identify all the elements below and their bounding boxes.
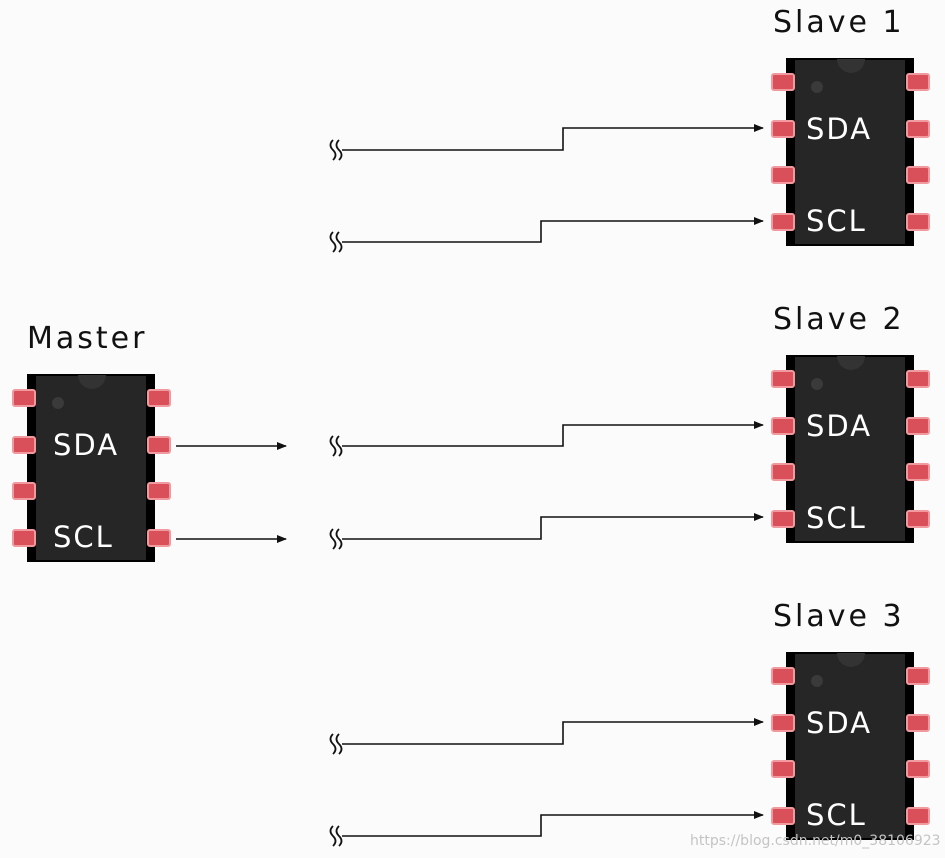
master-title: Master <box>27 321 147 356</box>
slave-2-sda-wire <box>342 421 764 447</box>
master-scl-label: SCL <box>53 520 114 554</box>
slave-2-pins <box>771 370 930 528</box>
notch-icon <box>78 375 106 389</box>
slave-3-body <box>786 652 914 840</box>
slave-3-sda-label: SDA <box>806 706 872 740</box>
master-pins <box>12 389 171 547</box>
slave-2-title: Slave 2 <box>773 302 905 337</box>
notch-icon <box>837 653 865 667</box>
break-icon <box>329 231 343 253</box>
slave-1-sda-label: SDA <box>806 112 872 146</box>
master-sda-label: SDA <box>53 428 119 462</box>
slave-1-title: Slave 1 <box>773 5 905 40</box>
slave-2-scl-label: SCL <box>806 501 867 535</box>
slave-1-scl-label: SCL <box>806 204 867 238</box>
master-body <box>27 374 155 562</box>
slave-3-sda-wire <box>342 718 764 745</box>
pin1-dot-icon <box>811 378 823 390</box>
slave-3-title: Slave 3 <box>773 599 905 634</box>
slave-1-scl-wire <box>342 217 764 243</box>
notch-icon <box>837 59 865 73</box>
slave-3-scl-label: SCL <box>806 798 867 832</box>
slave-2-chip: Slave 2 SDA SCL <box>329 302 930 550</box>
notch-icon <box>837 356 865 370</box>
slave-1-pins <box>771 73 930 231</box>
break-icon <box>329 528 343 550</box>
pin1-dot-icon <box>811 675 823 687</box>
watermark: https://blog.csdn.net/m0_38106923 <box>690 833 941 849</box>
break-icon <box>329 825 343 847</box>
pin1-dot-icon <box>811 81 823 93</box>
slave-3-scl-wire <box>342 811 764 837</box>
slave-3-pins <box>771 667 930 825</box>
slave-3-chip: Slave 3 SDA SCL <box>329 599 930 847</box>
master-chip: Master SDA SCL <box>12 321 287 562</box>
pin1-dot-icon <box>52 397 64 409</box>
slave-1-body <box>786 58 914 246</box>
slave-2-body <box>786 355 914 543</box>
slave-1-sda-wire <box>342 124 764 151</box>
slave-2-sda-label: SDA <box>806 409 872 443</box>
break-icon <box>329 139 343 161</box>
break-icon <box>329 435 343 457</box>
break-icon <box>329 733 343 755</box>
slave-2-scl-wire <box>342 513 764 540</box>
slave-1-chip: Slave 1 SDA SCL <box>329 5 930 253</box>
